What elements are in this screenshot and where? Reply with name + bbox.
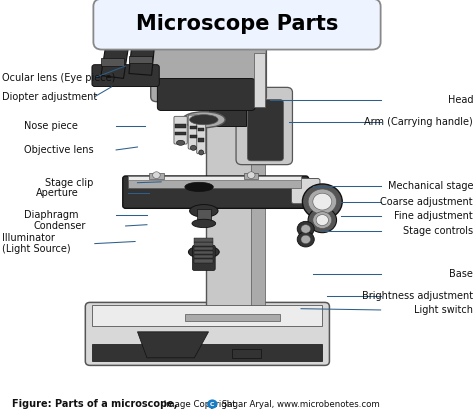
FancyBboxPatch shape [247,100,283,161]
Bar [206,111,254,313]
Text: Head: Head [447,94,473,105]
Text: C: C [210,402,215,407]
Bar [194,255,213,258]
Text: Light switch: Light switch [414,305,473,315]
Text: Stage controls: Stage controls [403,226,473,236]
Ellipse shape [185,182,213,192]
FancyBboxPatch shape [157,79,255,110]
Text: Arm (Carrying handle): Arm (Carrying handle) [365,117,473,127]
Bar [101,58,124,66]
Text: Ocular lens (Eye piece): Ocular lens (Eye piece) [2,73,116,83]
Text: Diopter adjustment: Diopter adjustment [2,92,98,102]
Circle shape [302,184,342,219]
Circle shape [301,225,310,233]
Bar [175,124,186,128]
Ellipse shape [188,246,219,258]
Text: Figure: Parts of a microscope,: Figure: Parts of a microscope, [12,399,177,409]
Bar [101,42,129,79]
FancyBboxPatch shape [197,116,206,154]
FancyBboxPatch shape [236,87,292,165]
Text: Microscope Parts: Microscope Parts [136,14,338,34]
Circle shape [308,189,337,214]
Bar [129,40,155,75]
Text: Base: Base [449,269,473,279]
Circle shape [297,232,314,247]
Text: Stage clip: Stage clip [45,178,93,188]
Ellipse shape [199,150,204,155]
Polygon shape [137,332,209,358]
Text: Diaphragm: Diaphragm [24,210,78,220]
Bar [92,344,322,361]
Ellipse shape [191,145,196,150]
Ellipse shape [182,112,225,128]
Circle shape [207,399,218,409]
FancyBboxPatch shape [174,116,187,144]
Bar [194,247,213,250]
FancyBboxPatch shape [188,115,199,149]
Circle shape [301,235,310,244]
Circle shape [308,207,337,233]
Text: Aperture: Aperture [36,188,78,198]
Bar [185,314,280,321]
Bar [198,138,204,142]
FancyBboxPatch shape [151,45,266,102]
FancyBboxPatch shape [123,176,309,208]
Ellipse shape [190,205,218,217]
Bar [198,128,204,131]
Bar [194,242,213,246]
Bar [190,126,197,129]
Text: Sagar Aryal, www.microbenotes.com: Sagar Aryal, www.microbenotes.com [219,399,380,409]
Circle shape [313,212,332,228]
Text: Fine adjustment: Fine adjustment [394,211,473,221]
Bar [190,135,197,138]
Bar [194,259,213,262]
Bar [254,52,265,107]
Text: Illuminator
(Light Source): Illuminator (Light Source) [2,233,71,255]
Text: Mechanical stage: Mechanical stage [388,181,473,191]
Bar [194,251,213,254]
Text: Coarse adjustment: Coarse adjustment [381,197,473,207]
Bar [244,173,258,178]
Bar [128,176,301,188]
Circle shape [316,215,328,226]
Circle shape [313,193,332,210]
Bar [209,94,246,126]
Text: Objective lens: Objective lens [24,145,93,155]
Bar [149,173,164,178]
Ellipse shape [190,115,218,125]
Text: Brightness adjustment: Brightness adjustment [362,291,473,301]
Bar [232,349,261,358]
FancyBboxPatch shape [292,178,320,204]
Bar [92,304,322,326]
FancyBboxPatch shape [93,0,381,50]
Text: Nose piece: Nose piece [24,121,78,131]
Ellipse shape [192,219,216,228]
Bar [129,56,152,63]
Bar [197,209,211,223]
Text: Condenser: Condenser [33,221,85,231]
Ellipse shape [129,36,151,44]
Bar [251,111,265,313]
Bar [128,176,301,180]
Ellipse shape [101,38,123,46]
Ellipse shape [176,140,185,145]
Bar [175,132,186,135]
Circle shape [247,172,255,178]
Circle shape [297,221,314,236]
FancyBboxPatch shape [192,245,215,270]
FancyBboxPatch shape [85,302,329,365]
FancyBboxPatch shape [92,65,159,87]
Text: Image Copyright: Image Copyright [161,399,238,409]
Bar [194,238,213,242]
Circle shape [153,172,160,178]
